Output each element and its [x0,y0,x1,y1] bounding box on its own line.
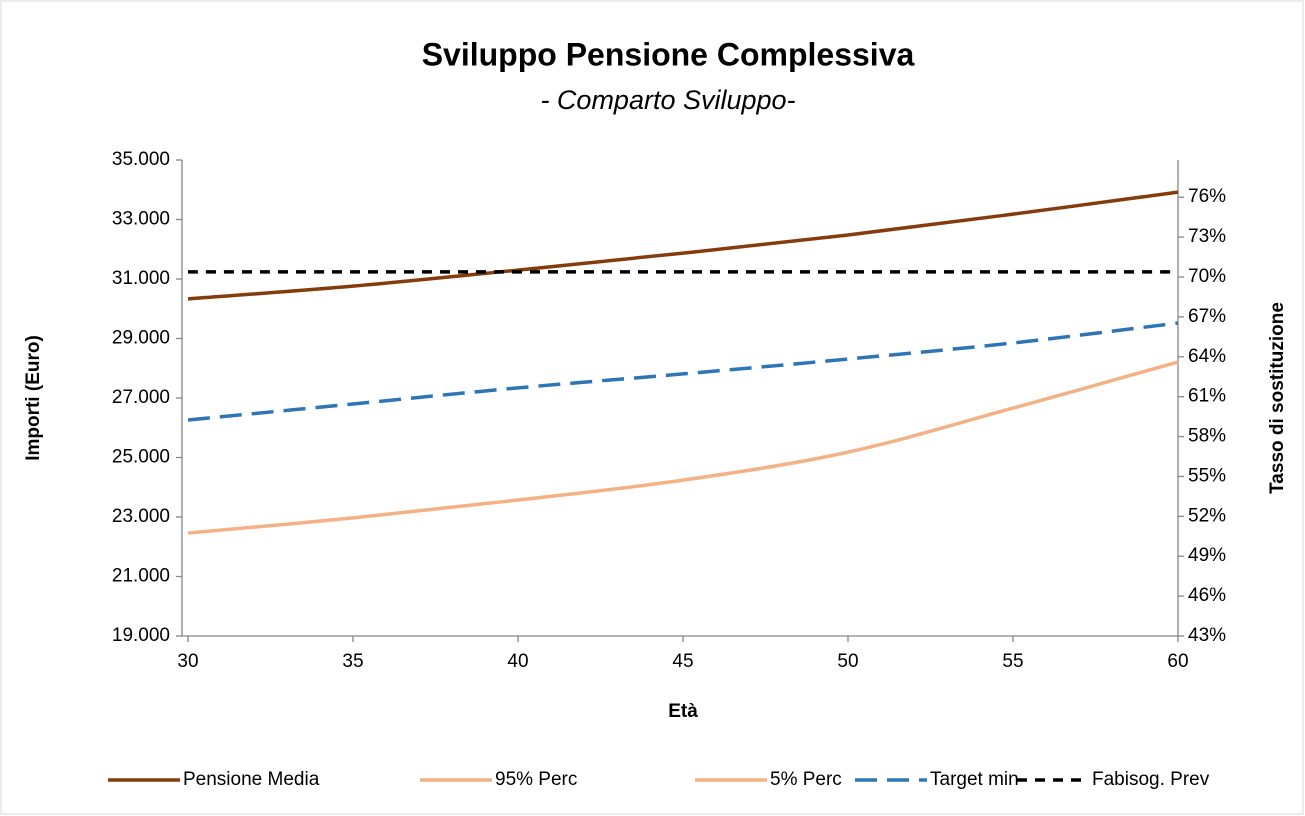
x-tick-label: 45 [672,651,693,672]
legend-label: Fabisog. Prev [1092,769,1210,790]
y-tick-label: 29.000 [112,328,170,349]
x-axis-label: Età [668,701,698,722]
y2-tick-label: 70% [1188,266,1226,287]
y-tick-label: 33.000 [112,209,170,230]
legend-label: 95% Perc [495,769,577,790]
legend-label: Target min [930,769,1019,790]
x-tick-label: 30 [177,651,198,672]
y2-tick-label: 46% [1188,585,1226,606]
chart-title: Sviluppo Pensione Complessiva [422,36,915,72]
y-tick-label: 31.000 [112,268,170,289]
y2-tick-label: 64% [1188,346,1226,367]
y-axis-label: Importi (Euro) [23,335,44,461]
y2-tick-label: 73% [1188,226,1226,247]
y2-tick-label: 55% [1188,465,1226,486]
x-tick-label: 50 [837,651,858,672]
series-line [187,360,1179,535]
x-tick-label: 35 [342,651,363,672]
y-tick-label: 27.000 [112,387,170,408]
y2-tick-label: 58% [1188,426,1226,447]
y-tick-label: 23.000 [112,506,170,527]
y-tick-label: 19.000 [112,625,170,646]
series-line [187,321,1179,422]
legend-label: Pensione Media [183,769,320,790]
legend-label: 5% Perc [770,769,842,790]
y-tick-label: 21.000 [112,566,170,587]
series-line [187,190,1179,301]
x-tick-label: 40 [507,651,528,672]
x-tick-label: 60 [1167,651,1188,672]
y2-tick-label: 49% [1188,545,1226,566]
y2-tick-label: 67% [1188,306,1226,327]
y2-tick-label: 76% [1188,186,1226,207]
y-tick-label: 35.000 [112,149,170,170]
chart-subtitle: - Comparto Sviluppo- [540,85,795,115]
y-tick-label: 25.000 [112,447,170,468]
y2-axis-label: Tasso di sostituzione [1267,302,1288,494]
y2-tick-label: 52% [1188,505,1226,526]
x-tick-label: 55 [1002,651,1023,672]
y2-tick-label: 43% [1188,625,1226,646]
y2-tick-label: 61% [1188,386,1226,407]
